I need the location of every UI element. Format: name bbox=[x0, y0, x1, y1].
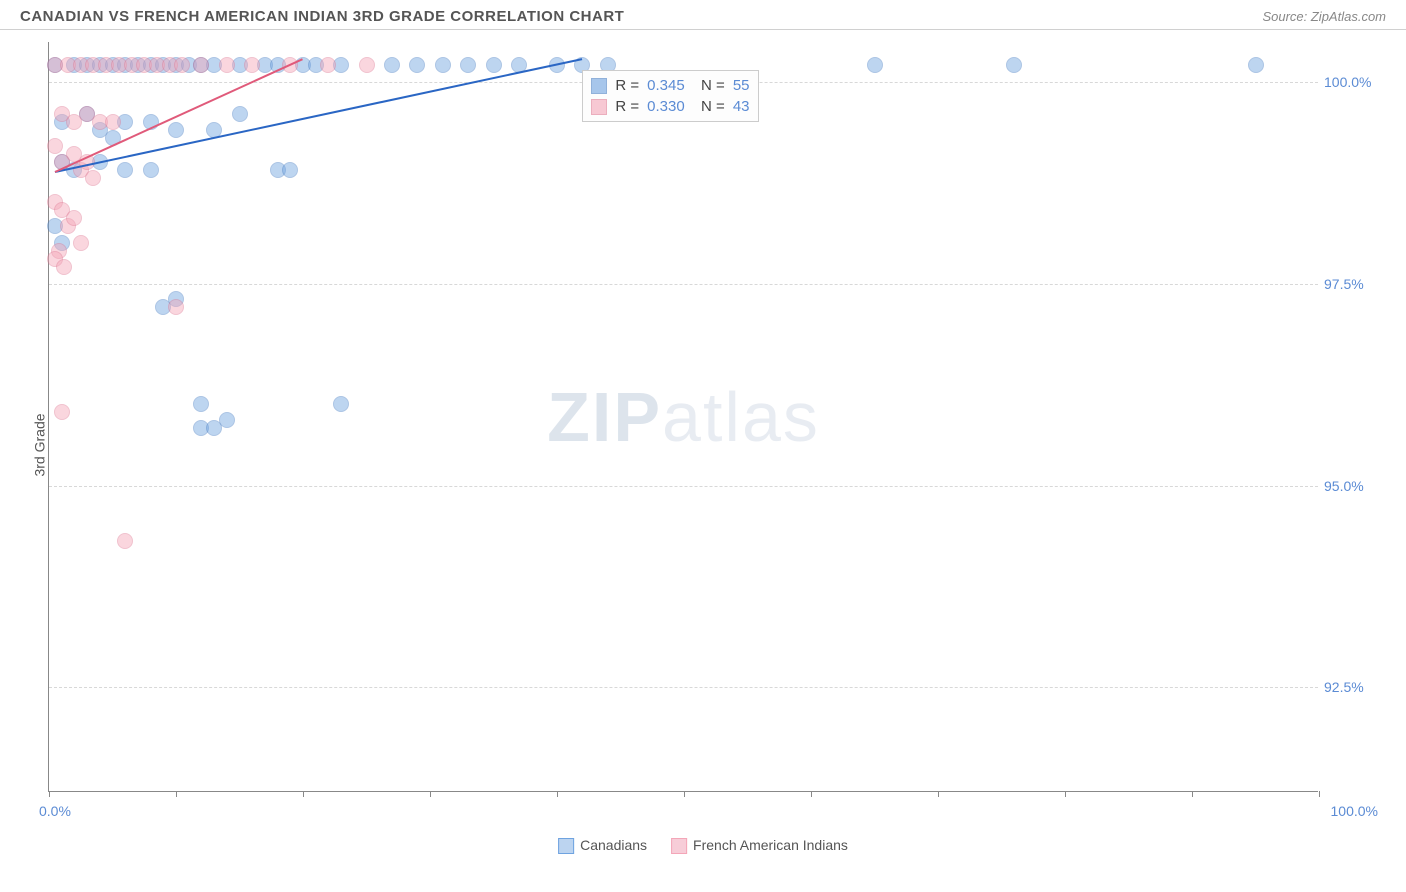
data-point bbox=[1248, 57, 1264, 73]
data-point bbox=[47, 138, 63, 154]
watermark-zip: ZIP bbox=[547, 378, 662, 456]
data-point bbox=[409, 57, 425, 73]
stat-r-value: 0.330 bbox=[647, 98, 685, 115]
chart-area: 3rd Grade ZIPatlas 92.5%95.0%97.5%100.0%… bbox=[0, 30, 1406, 860]
x-tick bbox=[303, 791, 304, 797]
y-tick-label: 95.0% bbox=[1324, 478, 1396, 494]
trend-line bbox=[55, 58, 582, 173]
data-point bbox=[193, 57, 209, 73]
data-point bbox=[1006, 57, 1022, 73]
data-point bbox=[460, 57, 476, 73]
data-point bbox=[359, 57, 375, 73]
gridline-h bbox=[49, 284, 1318, 285]
x-tick bbox=[1065, 791, 1066, 797]
x-tick bbox=[557, 791, 558, 797]
data-point bbox=[219, 57, 235, 73]
data-point bbox=[85, 170, 101, 186]
gridline-h bbox=[49, 687, 1318, 688]
data-point bbox=[66, 210, 82, 226]
y-axis-label: 3rd Grade bbox=[32, 413, 48, 476]
stat-n-label: N = bbox=[693, 98, 725, 115]
legend-swatch bbox=[671, 838, 687, 854]
stat-box: R = 0.345 N = 55 R = 0.330 N = 43 bbox=[582, 70, 758, 122]
data-point bbox=[867, 57, 883, 73]
stat-r-label: R = bbox=[615, 98, 639, 115]
y-tick-label: 97.5% bbox=[1324, 276, 1396, 292]
data-point bbox=[384, 57, 400, 73]
x-tick bbox=[811, 791, 812, 797]
chart-title: CANADIAN VS FRENCH AMERICAN INDIAN 3RD G… bbox=[20, 8, 624, 25]
data-point bbox=[54, 404, 70, 420]
data-point bbox=[143, 162, 159, 178]
gridline-h bbox=[49, 486, 1318, 487]
stat-swatch bbox=[591, 99, 607, 115]
x-tick bbox=[684, 791, 685, 797]
watermark-atlas: atlas bbox=[662, 378, 820, 456]
bottom-legend: Canadians French American Indians bbox=[558, 837, 848, 854]
plot-region: ZIPatlas 92.5%95.0%97.5%100.0%0.0%100.0%… bbox=[48, 42, 1318, 792]
x-tick-label-last: 100.0% bbox=[1331, 803, 1378, 819]
data-point bbox=[117, 162, 133, 178]
legend-item: Canadians bbox=[558, 837, 647, 854]
data-point bbox=[174, 57, 190, 73]
x-tick bbox=[49, 791, 50, 797]
stat-swatch bbox=[591, 78, 607, 94]
data-point bbox=[486, 57, 502, 73]
data-point bbox=[168, 299, 184, 315]
data-point bbox=[232, 106, 248, 122]
data-point bbox=[168, 122, 184, 138]
data-point bbox=[117, 533, 133, 549]
legend-label: French American Indians bbox=[693, 837, 848, 853]
chart-source: Source: ZipAtlas.com bbox=[1262, 9, 1386, 24]
x-tick bbox=[938, 791, 939, 797]
legend-item: French American Indians bbox=[671, 837, 848, 854]
x-tick bbox=[1192, 791, 1193, 797]
stat-n-value: 43 bbox=[733, 98, 750, 115]
y-tick-label: 92.5% bbox=[1324, 679, 1396, 695]
data-point bbox=[320, 57, 336, 73]
data-point bbox=[73, 235, 89, 251]
data-point bbox=[435, 57, 451, 73]
data-point bbox=[244, 57, 260, 73]
data-point bbox=[193, 396, 209, 412]
legend-label: Canadians bbox=[580, 837, 647, 853]
x-tick-label-first: 0.0% bbox=[39, 803, 71, 819]
data-point bbox=[333, 396, 349, 412]
legend-swatch bbox=[558, 838, 574, 854]
data-point bbox=[105, 114, 121, 130]
stat-r-label: R = bbox=[615, 77, 639, 94]
data-point bbox=[282, 162, 298, 178]
stat-row: R = 0.330 N = 43 bbox=[591, 96, 749, 117]
x-tick bbox=[176, 791, 177, 797]
data-point bbox=[56, 259, 72, 275]
x-tick bbox=[430, 791, 431, 797]
data-point bbox=[206, 420, 222, 436]
watermark: ZIPatlas bbox=[547, 377, 820, 457]
stat-r-value: 0.345 bbox=[647, 77, 685, 94]
chart-header: CANADIAN VS FRENCH AMERICAN INDIAN 3RD G… bbox=[0, 0, 1406, 30]
y-tick-label: 100.0% bbox=[1324, 74, 1396, 90]
stat-n-label: N = bbox=[693, 77, 725, 94]
stat-n-value: 55 bbox=[733, 77, 750, 94]
stat-row: R = 0.345 N = 55 bbox=[591, 75, 749, 96]
x-tick bbox=[1319, 791, 1320, 797]
